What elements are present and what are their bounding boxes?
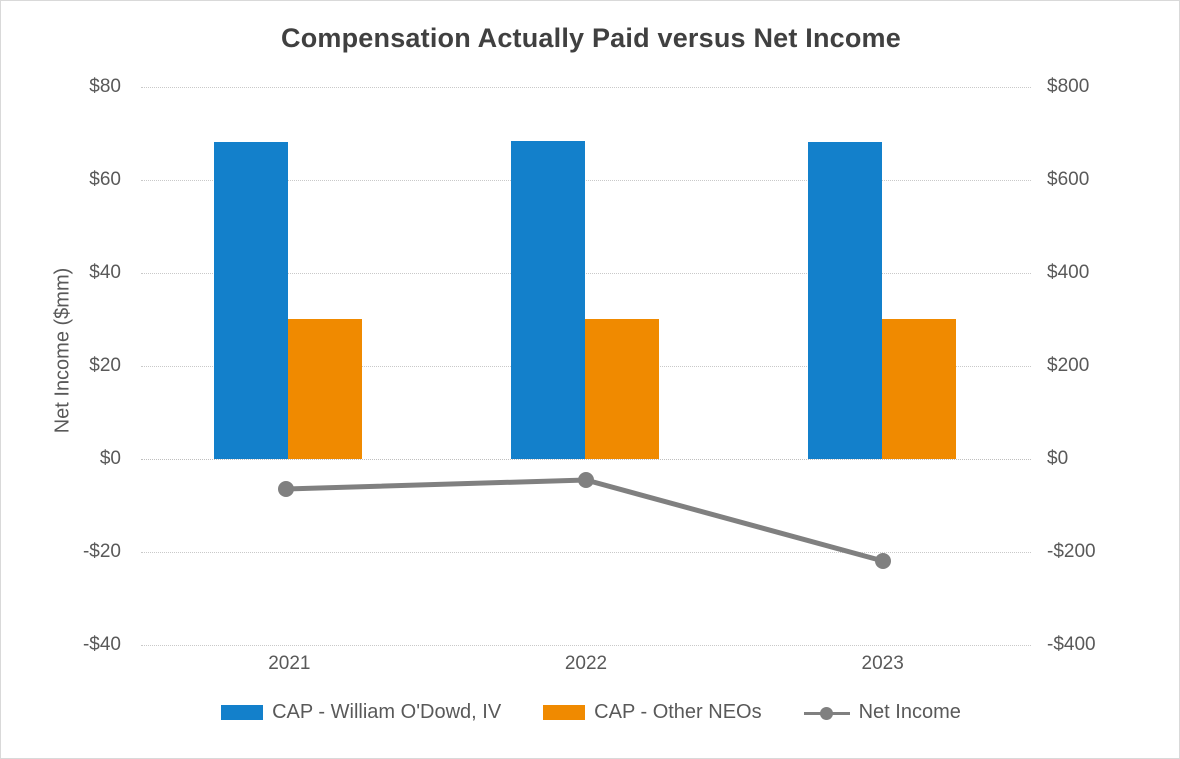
bar-cap-other-neos-2021[interactable] — [288, 319, 362, 459]
legend-label-net-income: Net Income — [858, 701, 961, 723]
gridline-60 — [141, 180, 1031, 181]
net-income-line-series — [278, 472, 891, 569]
left-axis-tick-labels: $80 $60 $40 $20 $0 -$20 -$40 — [1, 1, 126, 758]
chart-title: Compensation Actually Paid versus Net In… — [281, 23, 901, 53]
left-tick-0: $80 — [89, 76, 121, 97]
left-tick-3: $20 — [89, 355, 121, 376]
gridline-neg40 — [141, 645, 1031, 646]
right-tick-1: $600 — [1047, 169, 1090, 190]
legend-line-marker-icon — [803, 705, 850, 721]
right-tick-3: $200 — [1047, 355, 1090, 376]
gridline-80 — [141, 87, 1031, 88]
left-tick-1: $60 — [89, 169, 121, 190]
right-tick-5: -$200 — [1047, 541, 1096, 562]
net-income-marker-2023[interactable] — [875, 553, 891, 569]
legend-label-cap-other-neos: CAP - Other NEOs — [594, 701, 762, 723]
left-tick-5: -$20 — [82, 541, 121, 562]
net-income-marker-2022[interactable] — [578, 472, 594, 488]
right-tick-2: $400 — [1047, 262, 1090, 283]
legend-swatch-orange-icon — [543, 705, 586, 720]
left-axis-title: Net Income ($mm) — [51, 267, 74, 434]
bar-cap-odowd-2021[interactable] — [214, 142, 288, 459]
left-tick-4: $0 — [99, 448, 121, 469]
right-tick-0: $800 — [1047, 76, 1090, 97]
bar-cap-odowd-2022[interactable] — [511, 141, 585, 459]
left-tick-2: $40 — [89, 262, 121, 283]
gridline-neg20 — [141, 552, 1031, 553]
x-label-2022: 2022 — [564, 653, 608, 674]
bar-cap-other-neos-2022[interactable] — [585, 319, 659, 459]
right-tick-4: $0 — [1047, 448, 1069, 469]
plot-area — [141, 87, 1031, 646]
net-income-marker-2021[interactable] — [278, 481, 294, 497]
legend-item-cap-odowd[interactable]: CAP - William O'Dowd, IV — [221, 701, 501, 724]
x-label-2021: 2021 — [268, 653, 311, 674]
left-tick-6: -$40 — [82, 634, 121, 655]
legend-item-cap-other-neos[interactable]: CAP - Other NEOs — [543, 701, 762, 724]
legend-item-net-income[interactable]: Net Income — [803, 701, 961, 724]
bar-cap-other-neos-2023[interactable] — [882, 319, 956, 459]
chart-legend: CAP - William O'Dowd, IV CAP - Other NEO… — [1, 701, 1179, 724]
legend-label-cap-odowd: CAP - William O'Dowd, IV — [272, 701, 502, 723]
gridline-40 — [141, 273, 1031, 274]
x-label-2023: 2023 — [861, 653, 904, 674]
legend-swatch-blue-icon — [221, 705, 264, 720]
gridline-zero — [141, 459, 1031, 460]
bar-cap-odowd-2023[interactable] — [808, 142, 882, 459]
bars-layer — [141, 87, 1031, 459]
right-axis-tick-labels: $800 $600 $400 $200 $0 -$200 -$400 — [1047, 1, 1157, 758]
net-income-polyline — [285, 477, 884, 564]
right-tick-6: -$400 — [1047, 634, 1096, 655]
x-axis-category-labels: 2021 2022 2023 — [141, 653, 1031, 683]
